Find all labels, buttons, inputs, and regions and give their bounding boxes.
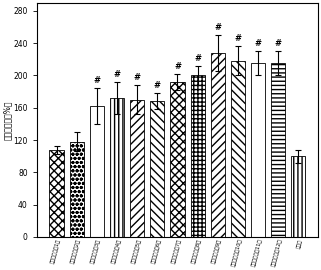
Bar — [251, 63, 265, 237]
Bar — [271, 63, 285, 237]
Text: #: # — [134, 73, 141, 82]
Text: #: # — [174, 62, 181, 70]
Bar — [231, 61, 245, 237]
Bar — [130, 100, 144, 237]
Text: #: # — [214, 23, 221, 32]
Bar — [150, 101, 164, 237]
Bar — [110, 98, 124, 237]
Text: #: # — [234, 34, 241, 43]
Bar — [291, 156, 305, 237]
Bar — [49, 150, 64, 237]
Text: #: # — [154, 81, 161, 90]
Text: #: # — [194, 53, 201, 63]
Text: #: # — [93, 76, 100, 85]
Bar — [191, 75, 205, 237]
Bar — [70, 142, 84, 237]
Text: #: # — [255, 39, 262, 48]
Text: #: # — [275, 39, 282, 48]
Text: #: # — [114, 70, 120, 79]
Bar — [90, 106, 104, 237]
Y-axis label: 细胞存活率（%）: 细胞存活率（%） — [3, 100, 12, 140]
Bar — [211, 53, 225, 237]
Bar — [170, 82, 185, 237]
